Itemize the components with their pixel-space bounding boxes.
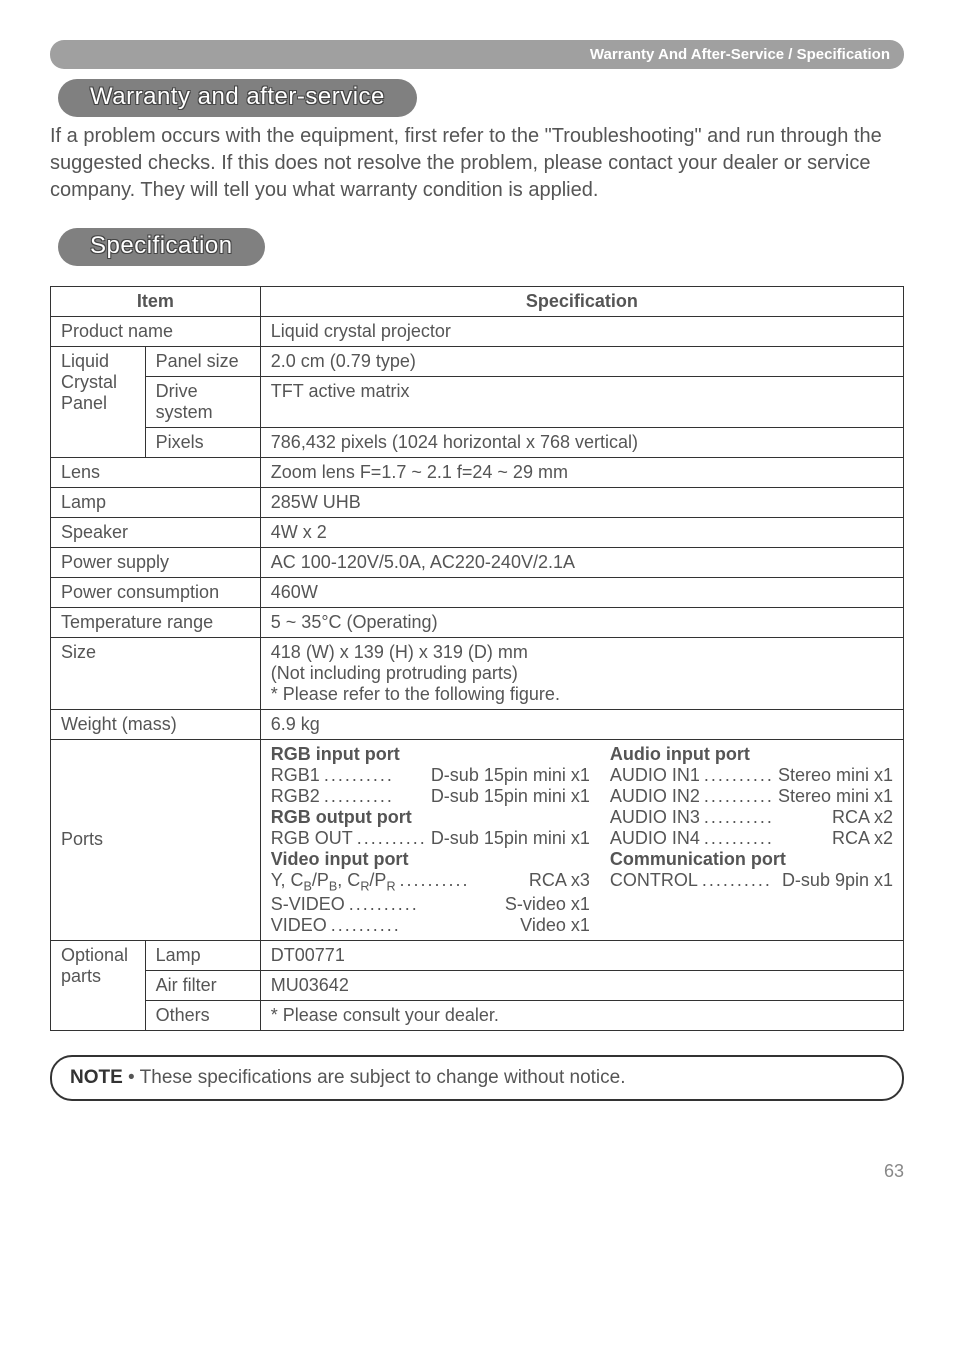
- row-product-name-label: Product name: [51, 317, 261, 347]
- header-breadcrumb: Warranty And After-Service / Specificati…: [50, 40, 904, 69]
- row-drive-system-label: Drive system: [145, 377, 260, 428]
- th-item: Item: [51, 287, 261, 317]
- row-lens-label: Lens: [51, 458, 261, 488]
- size-line1: 418 (W) x 139 (H) x 319 (D) mm: [271, 642, 528, 662]
- row-opt-filter-label: Air filter: [145, 970, 260, 1000]
- rgb-input-list: RGB1 .......... D-sub 15pin mini x1RGB2 …: [271, 765, 590, 807]
- specification-heading-pill: Specification: [58, 228, 265, 266]
- row-drive-system-value: TFT active matrix: [260, 377, 903, 428]
- row-ports-label: Ports: [51, 740, 261, 941]
- row-speaker-value: 4W x 2: [260, 518, 903, 548]
- size-line2: (Not including protruding parts): [271, 663, 518, 683]
- port-line: AUDIO IN3 .......... RCA x2: [610, 807, 893, 828]
- ports-right-column: Audio input port AUDIO IN1 .......... St…: [610, 744, 893, 936]
- row-panel-size-value: 2.0 cm (0.79 type): [260, 347, 903, 377]
- comm-list: CONTROL .......... D-sub 9pin x1: [610, 870, 893, 891]
- rgb-output-title: RGB output port: [271, 807, 590, 828]
- audio-input-list: AUDIO IN1 .......... Stereo mini x1AUDIO…: [610, 765, 893, 849]
- port-line: S-VIDEO .......... S-video x1: [271, 894, 590, 915]
- port-line: RGB1 .......... D-sub 15pin mini x1: [271, 765, 590, 786]
- port-line: RGB OUT .......... D-sub 15pin mini x1: [271, 828, 590, 849]
- rgb-input-title: RGB input port: [271, 744, 590, 765]
- row-lamp-label: Lamp: [51, 488, 261, 518]
- row-panel-size-label: Panel size: [145, 347, 260, 377]
- port-line: CONTROL .......... D-sub 9pin x1: [610, 870, 893, 891]
- row-power-supply-label: Power supply: [51, 548, 261, 578]
- port-line: Y, CB/PB, CR/PR .......... RCA x3: [271, 870, 590, 894]
- row-speaker-label: Speaker: [51, 518, 261, 548]
- row-weight-label: Weight (mass): [51, 710, 261, 740]
- note-text: • These specifications are subject to ch…: [123, 1067, 626, 1088]
- row-power-supply-value: AC 100-120V/5.0A, AC220-240V/2.1A: [260, 548, 903, 578]
- row-temp-range-value: 5 ~ 35°C (Operating): [260, 608, 903, 638]
- warranty-heading-pill: Warranty and after-service: [58, 79, 417, 117]
- row-size-value: 418 (W) x 139 (H) x 319 (D) mm (Not incl…: [260, 638, 903, 710]
- row-product-name-value: Liquid crystal projector: [260, 317, 903, 347]
- ports-left-column: RGB input port RGB1 .......... D-sub 15p…: [271, 744, 590, 936]
- port-line: RGB2 .......... D-sub 15pin mini x1: [271, 786, 590, 807]
- row-lamp-value: 285W UHB: [260, 488, 903, 518]
- warranty-heading: Warranty and after-service: [90, 83, 385, 110]
- row-lens-value: Zoom lens F=1.7 ~ 2.1 f=24 ~ 29 mm: [260, 458, 903, 488]
- row-lcp-group: Liquid Crystal Panel: [51, 347, 146, 458]
- row-opt-others-label: Others: [145, 1000, 260, 1030]
- row-pixels-value: 786,432 pixels (1024 horizontal x 768 ve…: [260, 428, 903, 458]
- port-line: AUDIO IN1 .......... Stereo mini x1: [610, 765, 893, 786]
- th-spec: Specification: [260, 287, 903, 317]
- row-temp-range-label: Temperature range: [51, 608, 261, 638]
- row-weight-value: 6.9 kg: [260, 710, 903, 740]
- row-opt-others-value: * Please consult your dealer.: [260, 1000, 903, 1030]
- row-opt-lamp-label: Lamp: [145, 940, 260, 970]
- port-line: VIDEO .......... Video x1: [271, 915, 590, 936]
- specification-table: Item Specification Product name Liquid c…: [50, 286, 904, 1031]
- page-number: 63: [50, 1161, 904, 1182]
- comm-title: Communication port: [610, 849, 893, 870]
- port-line: AUDIO IN4 .......... RCA x2: [610, 828, 893, 849]
- row-power-consumption-value: 460W: [260, 578, 903, 608]
- breadcrumb-text: Warranty And After-Service / Specificati…: [590, 46, 890, 63]
- port-line: AUDIO IN2 .......... Stereo mini x1: [610, 786, 893, 807]
- row-power-consumption-label: Power consumption: [51, 578, 261, 608]
- specification-heading: Specification: [90, 232, 233, 259]
- size-line3: * Please refer to the following figure.: [271, 684, 560, 704]
- video-input-title: Video input port: [271, 849, 590, 870]
- warranty-paragraph: If a problem occurs with the equipment, …: [50, 123, 904, 204]
- row-opt-filter-value: MU03642: [260, 970, 903, 1000]
- audio-input-title: Audio input port: [610, 744, 893, 765]
- row-optional-group: Optional parts: [51, 940, 146, 1030]
- row-size-label: Size: [51, 638, 261, 710]
- row-pixels-label: Pixels: [145, 428, 260, 458]
- note-box: NOTE • These specifications are subject …: [50, 1055, 904, 1101]
- video-input-list: Y, CB/PB, CR/PR .......... RCA x3S-VIDEO…: [271, 870, 590, 936]
- rgb-output-list: RGB OUT .......... D-sub 15pin mini x1: [271, 828, 590, 849]
- row-ports-value: RGB input port RGB1 .......... D-sub 15p…: [260, 740, 903, 941]
- row-opt-lamp-value: DT00771: [260, 940, 903, 970]
- note-label: NOTE: [70, 1067, 123, 1088]
